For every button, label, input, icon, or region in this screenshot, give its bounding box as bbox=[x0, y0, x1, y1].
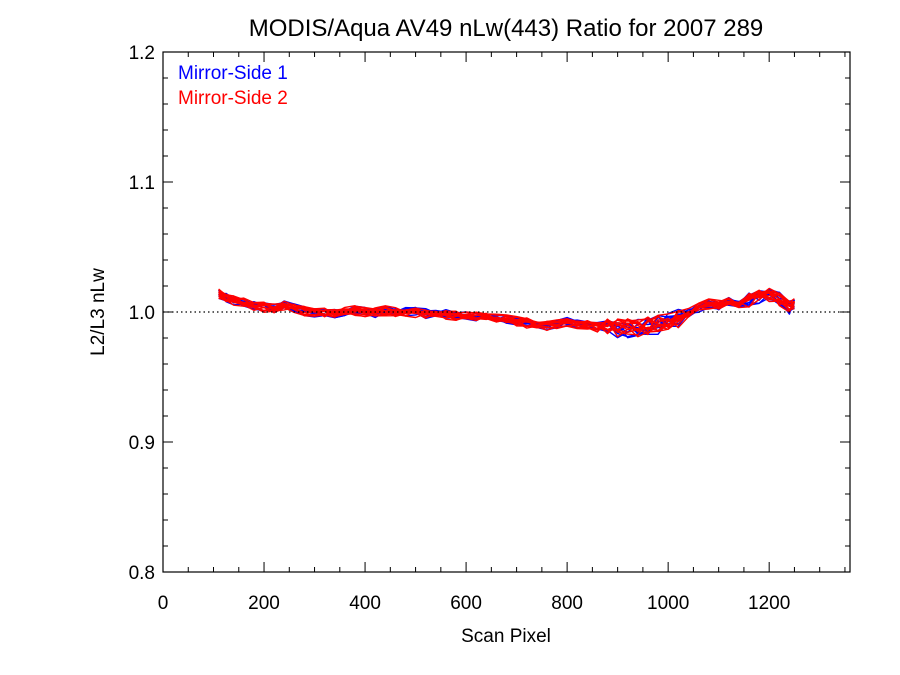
x-tick-label: 600 bbox=[450, 593, 482, 614]
y-tick-label: 1.2 bbox=[129, 43, 155, 64]
x-tick-label: 200 bbox=[248, 593, 280, 614]
mirror-side-2-line bbox=[218, 291, 795, 336]
y-tick-label: 1.1 bbox=[129, 173, 155, 194]
legend: Mirror-Side 1 Mirror-Side 2 bbox=[178, 63, 288, 109]
y-tick-label: 1.0 bbox=[129, 303, 155, 324]
x-tick-label: 1200 bbox=[748, 593, 790, 614]
y-axis: 0.8 0.9 1.0 1.1 1.2 bbox=[129, 43, 850, 584]
y-tick-label: 0.9 bbox=[129, 433, 155, 454]
chart-title: MODIS/Aqua AV49 nLw(443) Ratio for 2007 … bbox=[249, 15, 764, 42]
mirror-side-2-line bbox=[218, 287, 795, 332]
x-tick-label: 0 bbox=[158, 593, 169, 614]
x-tick-label: 400 bbox=[349, 593, 381, 614]
x-axis-title: Scan Pixel bbox=[461, 626, 551, 647]
y-axis-title: L2/L3 nLw bbox=[88, 268, 109, 356]
mirror-side-2-line bbox=[218, 292, 795, 334]
mirror-side-2-line bbox=[218, 289, 796, 332]
legend-item-mirror-side-1: Mirror-Side 1 bbox=[178, 63, 288, 84]
plot-series bbox=[218, 287, 796, 339]
x-tick-label: 800 bbox=[551, 593, 583, 614]
mirror-side-2-line bbox=[218, 292, 795, 332]
x-axis: 0 200 400 600 800 1000 1200 bbox=[158, 52, 846, 614]
legend-item-mirror-side-2: Mirror-Side 2 bbox=[178, 88, 288, 109]
y-tick-label: 0.8 bbox=[129, 563, 155, 584]
x-tick-label: 1000 bbox=[647, 593, 689, 614]
